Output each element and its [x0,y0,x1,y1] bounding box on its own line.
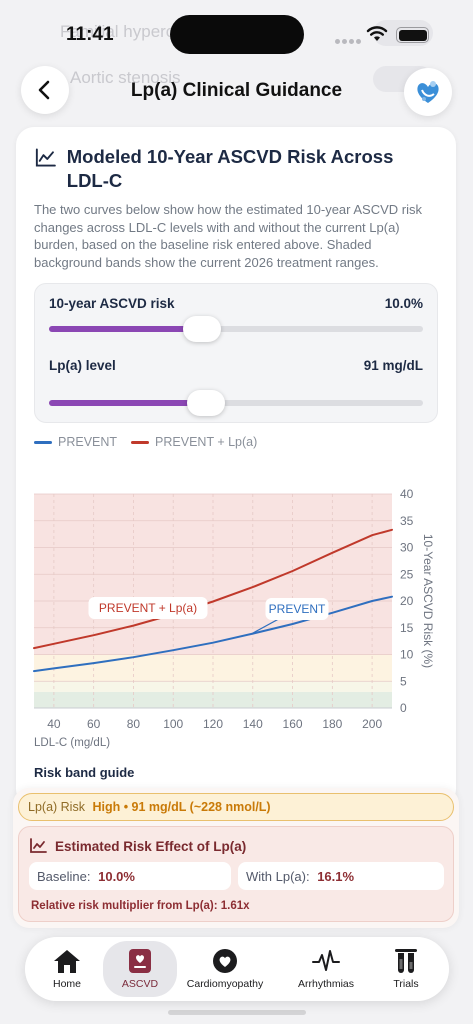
with-lpa-chip: With Lp(a): 16.1% [238,862,444,890]
clipboard-heart-icon [129,949,151,973]
y-tick-label: 25 [400,567,414,581]
line-chart-icon [30,838,47,853]
chart-legend: PREVENT PREVENT + Lp(a) [34,435,271,449]
ascvd-risk-chart: 40 60 80 100 120 140 160 180 200 40 35 30 25 20 15 10 5 0… [33,487,435,731]
callout-bg [265,598,329,621]
tab-label: Arrhythmias [297,978,354,990]
ascvd-risk-slider[interactable] [49,316,423,342]
heart-logo-icon [417,81,439,103]
with-lpa-value: 16.1% [317,869,355,884]
waveform-icon [312,950,340,971]
dynamic-island [170,15,304,54]
series-label: PREVENT + Lp(a) [99,601,197,615]
risk-multiplier-text: Relative risk multiplier from Lp(a): 1.6… [31,900,250,912]
x-tick-label: 40 [47,717,61,731]
legend-swatch [34,440,52,444]
y-tick-label: 5 [400,674,407,688]
status-time: 11:41 [66,24,114,45]
lpa-risk-key: Lp(a) Risk [28,800,85,814]
risk-effect-box: Estimated Risk Effect of Lp(a) Baseline:… [18,826,454,922]
x-tick-label: 140 [243,717,263,731]
tab-label: ASCVD [121,978,159,990]
legend-item-prevent-lpa: PREVENT + Lp(a) [131,435,257,449]
baseline-chip: Baseline: 10.0% [29,862,231,890]
y-tick-label: 20 [400,594,414,608]
card-title: Modeled 10-Year ASCVD Risk Across LDL-C [66,146,394,191]
battery-icon [396,27,429,43]
tab-label: Cardiomyopathy [186,978,264,990]
tab-bar: Home ASCVD Cardiomyopathy Arrhythmias Tr… [25,937,449,1001]
y-tick-label: 30 [400,541,414,555]
x-tick-label: 120 [203,717,223,731]
series-callout-prevent-lpa: PREVENT + Lp(a) [88,596,208,619]
tab-home[interactable]: Home [31,937,103,1001]
slider-fill [49,326,203,332]
series-line-prevent-lpa [33,528,393,650]
cellular-signal-icon [335,31,363,49]
chevron-left-icon [38,80,50,100]
slider-value: 91 mg/dL [363,358,423,373]
status-bar: 11:41 [0,0,473,60]
test-tubes-icon [395,949,417,973]
series-label: PREVENT [269,602,326,616]
legend-swatch [131,440,150,444]
tab-label: Home [52,978,81,990]
x-tick-label: 180 [322,717,342,731]
slider-panel: 10-year ASCVD risk 10.0% Lp(a) level 91 … [34,283,438,423]
tab-trials[interactable]: Trials [375,937,437,1001]
ghost-row: Aortic stenosis [70,68,181,87]
y-tick-label: 0 [400,701,407,715]
line-chart-icon [35,148,56,167]
y-tick-label: 35 [400,514,414,528]
legend-item-prevent: PREVENT [34,435,117,449]
house-icon [54,950,80,973]
slider-thumb[interactable] [183,316,222,342]
heart-icon [213,949,237,973]
y-tick-label: 15 [400,621,414,635]
brand-logo-button[interactable] [404,68,452,116]
slider-label: Lp(a) level [49,358,116,373]
series-line-prevent [33,595,393,673]
y-tick-label: 10 [400,648,414,662]
x-tick-label: 160 [283,717,303,731]
card-description: The two curves below show how the estima… [34,202,423,270]
ascvd-risk-card: Modeled 10-Year ASCVD Risk Across LDL-C … [16,127,456,807]
tab-cardiomyopathy[interactable]: Cardiomyopathy [177,937,273,1001]
legend-label: PREVENT [58,435,118,449]
callout-bg [88,596,208,619]
x-tick-label: 60 [87,717,101,731]
x-axis-caption: LDL-C (mg/dL) [34,737,111,749]
slider-fill [49,400,207,406]
with-lpa-label: With Lp(a): [246,869,310,884]
baseline-value: 10.0% [98,869,135,884]
baseline-label: Baseline: [37,869,91,884]
risk-summary-panel: Lp(a) Risk High • 91 mg/dL (~228 nmol/L)… [13,788,459,928]
tab-arrhythmias[interactable]: Arrhythmias [283,937,369,1001]
y-axis-label: 10-Year ASCVD Risk (%) [421,534,435,668]
home-indicator [168,1010,306,1015]
tab-ascvd[interactable]: ASCVD [103,941,177,997]
risk-band-guide-title: Risk band guide [34,765,135,780]
x-tick-label: 200 [362,717,382,731]
series-callout-prevent: PREVENT [252,598,329,634]
page-title: Lp(a) Clinical Guidance [130,80,343,101]
lpa-risk-badge: Lp(a) Risk High • 91 mg/dL (~228 nmol/L) [18,793,454,821]
slider-label: 10-year ASCVD risk [49,296,175,311]
slider-thumb[interactable] [187,390,226,416]
legend-label: PREVENT + Lp(a) [155,435,258,449]
lpa-level-slider[interactable] [49,390,423,416]
back-button[interactable] [21,66,69,114]
wifi-icon [366,26,388,41]
x-tick-label: 80 [127,717,141,731]
effect-title: Estimated Risk Effect of Lp(a) [55,838,247,854]
x-tick-label: 100 [163,717,183,731]
lpa-risk-value: High • 91 mg/dL (~228 nmol/L) [92,800,271,814]
y-tick-label: 40 [400,487,414,501]
tab-label: Trials [393,978,419,990]
slider-value: 10.0% [384,296,423,311]
